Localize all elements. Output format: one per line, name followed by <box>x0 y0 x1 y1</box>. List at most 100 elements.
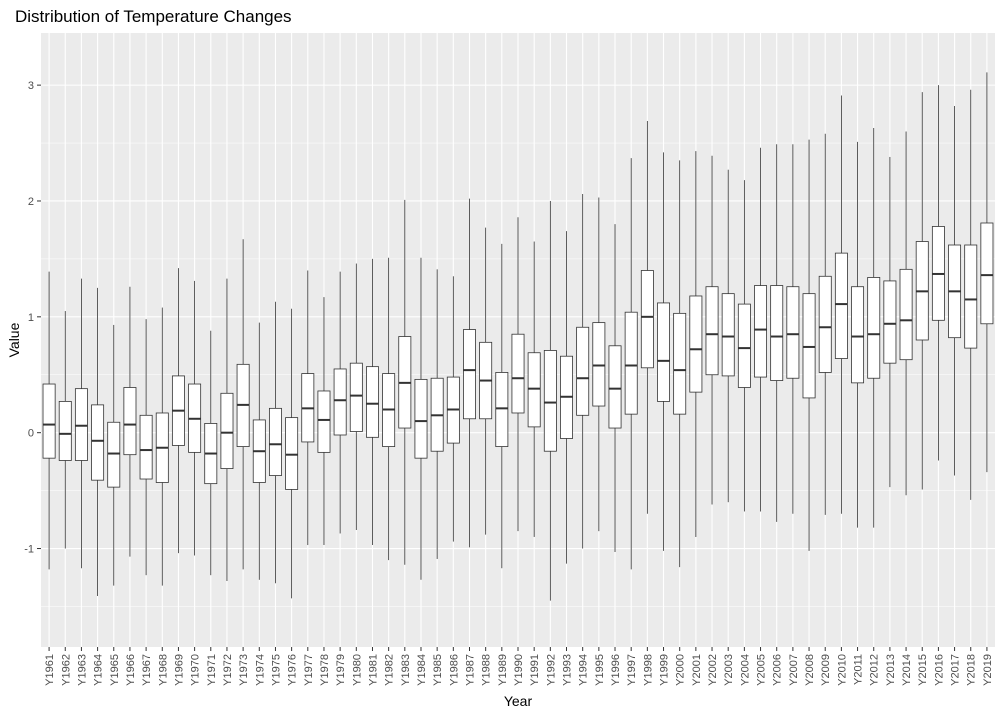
x-tick-label: Y2010 <box>836 654 848 686</box>
y-axis-title: Value <box>6 322 22 357</box>
x-tick-label: Y1970 <box>190 654 202 686</box>
box-Y2000 <box>673 160 687 568</box>
box-iqr <box>414 378 428 459</box>
box-Y1969 <box>171 268 185 554</box>
box-Y1964 <box>91 287 105 597</box>
x-tick-label: Y1997 <box>626 654 638 686</box>
box-Y2013 <box>883 156 897 488</box>
x-tick-label: Y1995 <box>594 654 606 686</box>
box-Y2014 <box>899 131 913 496</box>
box-Y2009 <box>818 133 832 515</box>
x-tick-label: Y1998 <box>642 654 654 686</box>
box-Y1963 <box>74 278 88 569</box>
box-iqr <box>139 414 153 480</box>
box-iqr <box>834 252 848 359</box>
x-tick-label: Y1991 <box>529 654 541 686</box>
box-iqr <box>317 390 331 453</box>
box-Y1991 <box>527 241 541 537</box>
box-iqr <box>721 293 735 377</box>
x-tick-label: Y2005 <box>756 654 768 686</box>
x-tick-label: Y2006 <box>772 654 784 686</box>
box-Y1996 <box>608 224 622 553</box>
box-Y1999 <box>657 152 670 551</box>
box-iqr <box>867 277 881 379</box>
box-iqr <box>495 372 509 447</box>
x-tick-label: Y1977 <box>303 654 315 686</box>
box-Y1988 <box>479 227 493 535</box>
box-Y1980 <box>349 263 363 530</box>
box-Y1982 <box>382 257 396 561</box>
x-tick-label: Y2004 <box>739 654 751 686</box>
x-tick-label: Y1993 <box>562 654 574 686</box>
box-Y1983 <box>398 199 412 565</box>
box-iqr <box>91 404 105 481</box>
x-tick-label: Y2015 <box>917 654 929 686</box>
x-tick-label: Y1965 <box>109 654 121 686</box>
x-tick-label: Y1968 <box>157 654 169 686</box>
box-iqr <box>333 368 347 436</box>
x-tick-label: Y1975 <box>270 654 282 686</box>
box-Y1987 <box>463 198 476 548</box>
box-Y1992 <box>543 200 557 601</box>
y-tick-label: 2 <box>28 196 34 208</box>
y-tick-label: 1 <box>28 312 34 324</box>
box-Y2007 <box>786 144 800 514</box>
box-Y2016 <box>931 85 945 461</box>
y-axis: -1 0 1 2 3 <box>24 80 41 556</box>
box-Y2002 <box>705 155 719 505</box>
box-iqr <box>285 417 299 490</box>
box-Y2011 <box>851 141 865 528</box>
box-iqr <box>689 295 703 393</box>
box-Y1985 <box>430 269 444 559</box>
box-iqr <box>964 244 978 349</box>
box-Y2004 <box>737 180 751 512</box>
box-Y1970 <box>188 280 202 556</box>
box-iqr <box>576 326 590 416</box>
x-tick-label: Y2001 <box>691 654 703 686</box>
x-tick-label: Y1978 <box>319 654 331 686</box>
x-tick-label: Y2014 <box>901 654 913 686</box>
box-Y1981 <box>366 258 379 546</box>
x-tick-label: Y2013 <box>885 654 897 686</box>
box-Y1965 <box>107 324 121 586</box>
box-Y1961 <box>42 271 56 570</box>
box-Y2006 <box>770 144 784 522</box>
box-iqr <box>851 286 865 384</box>
x-tick-label: Y2011 <box>853 654 865 685</box>
box-iqr <box>511 333 525 414</box>
x-tick-label: Y1987 <box>464 654 476 686</box>
x-tick-label: Y1973 <box>238 654 250 686</box>
x-tick-label: Y2017 <box>950 654 962 686</box>
chart-title: Distribution of Temperature Changes <box>15 7 292 26</box>
x-tick-label: Y2019 <box>982 654 994 686</box>
box-iqr <box>123 387 137 456</box>
box-Y2010 <box>834 95 848 514</box>
x-tick-label: Y1985 <box>432 654 444 686</box>
x-tick-label: Y2012 <box>869 654 881 686</box>
box-Y2019 <box>980 72 994 473</box>
x-tick-label: Y2009 <box>820 654 832 686</box>
box-Y2001 <box>689 151 703 537</box>
box-iqr <box>42 383 56 459</box>
box-Y2015 <box>915 92 929 490</box>
x-tick-label: Y1984 <box>416 654 428 686</box>
x-axis: Y1961 Y1962 Y1963 Y1964 Y1965 Y1966 Y1967 Y1968… <box>44 647 994 686</box>
box-iqr <box>770 285 784 381</box>
box-iqr <box>624 311 638 415</box>
box-Y1998 <box>640 121 654 514</box>
box-iqr <box>349 362 363 432</box>
box-Y1978 <box>317 297 331 546</box>
box-iqr <box>527 352 541 428</box>
box-Y1972 <box>220 278 234 581</box>
box-iqr <box>592 322 606 407</box>
x-tick-label: Y1994 <box>578 654 590 686</box>
box-iqr <box>268 407 282 476</box>
x-tick-label: Y2000 <box>675 654 687 686</box>
x-tick-label: Y1963 <box>76 654 88 686</box>
box-iqr <box>107 421 121 488</box>
box-Y1994 <box>576 194 590 549</box>
box-Y1986 <box>446 276 460 542</box>
box-Y1977 <box>301 270 315 546</box>
x-tick-label: Y1986 <box>448 654 460 686</box>
